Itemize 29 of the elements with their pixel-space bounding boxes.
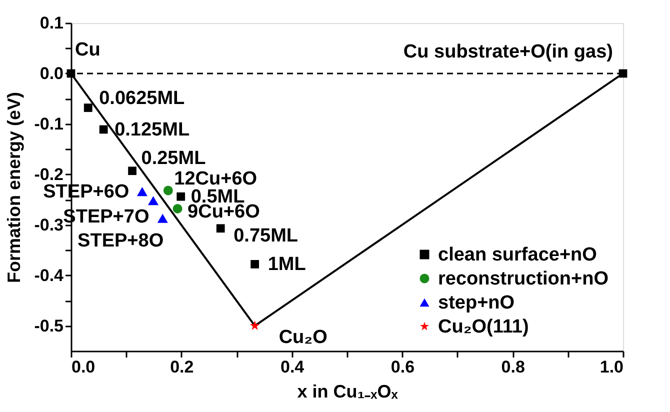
- x-tick-label: 0.8: [501, 358, 525, 376]
- annotation: STEP+8O: [78, 230, 164, 252]
- y-tick-label: -0.5: [34, 316, 64, 336]
- x-tick-label: 1.0: [600, 358, 624, 376]
- annotation: 0.0625ML: [99, 88, 186, 109]
- y-tick-label: 0.1: [40, 14, 64, 32]
- annotation: Cu₂O: [278, 326, 328, 348]
- y-tick-label: -0.3: [34, 215, 64, 234]
- x-tick-label: 0.0: [72, 358, 96, 376]
- x-tick-label: 0.4: [280, 358, 305, 376]
- legend-label: Cu₂O(111): [438, 316, 529, 338]
- legend-label: step+nO: [438, 292, 515, 314]
- x-axis-title: x in Cu₁₋ₓOₓ: [297, 382, 398, 402]
- y-tick-label: 0.0: [40, 64, 64, 83]
- legend-label: clean surface+nO: [438, 244, 597, 266]
- annotation: 0.75ML: [234, 225, 298, 246]
- legend-label: reconstruction+nO: [438, 268, 608, 290]
- annotation: 12Cu+6O: [174, 168, 258, 190]
- y-tick-label: -0.1: [34, 114, 64, 134]
- y-axis-title: Formation energy (eV): [4, 92, 24, 284]
- x-tick-label: 0.2: [170, 358, 194, 376]
- annotation: Cu substrate+O(in gas): [403, 41, 613, 62]
- annotation: 0.25ML: [141, 148, 206, 169]
- x-tick-label: 0.6: [390, 358, 415, 376]
- y-tick-label: -0.4: [34, 266, 64, 285]
- annotation: 1ML: [268, 254, 306, 276]
- y-tick-label: -0.2: [34, 164, 64, 184]
- annotation: 0.125ML: [114, 119, 190, 140]
- annotation: Cu: [75, 39, 100, 60]
